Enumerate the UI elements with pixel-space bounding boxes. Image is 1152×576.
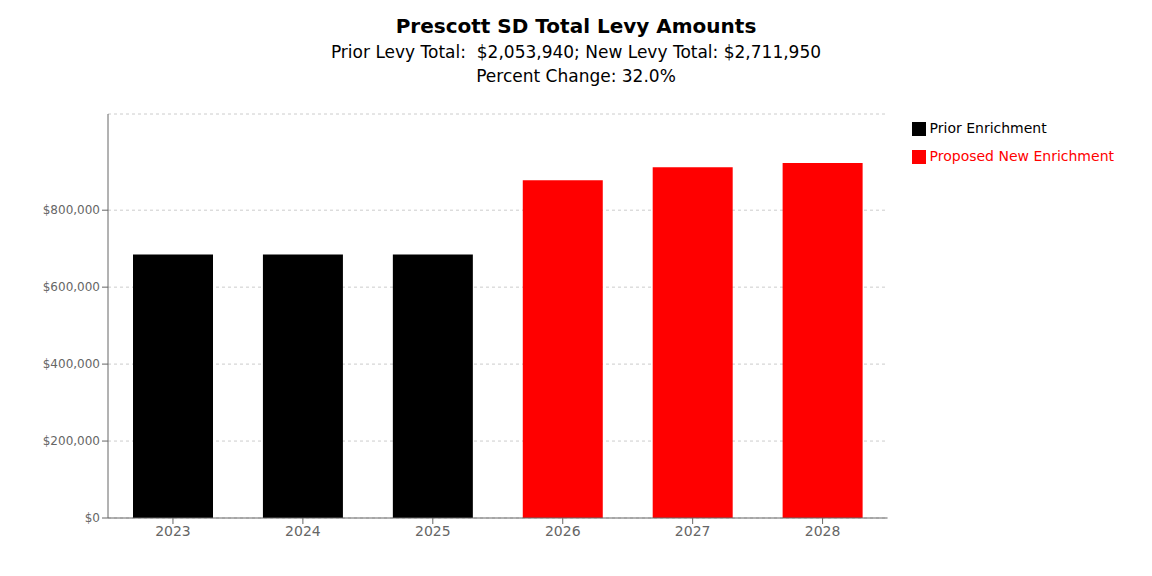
svg-text:$600,000: $600,000 bbox=[43, 280, 100, 294]
html-text:Proposed New Enrichment: Proposed New Enrichment bbox=[929, 148, 1114, 164]
svg-text:2026: 2026 bbox=[545, 523, 581, 539]
svg-text:$0: $0 bbox=[85, 511, 100, 525]
html-text:Prior Levy Total: $2,053,940;: Prior Levy Total: $2,053,940; New Levy T… bbox=[330, 42, 822, 62]
svg-text:2027: 2027 bbox=[675, 523, 711, 539]
svg-text:$800,000: $800,000 bbox=[43, 203, 100, 217]
svg-text:2023: 2023 bbox=[155, 523, 191, 539]
svg-text:$200,000: $200,000 bbox=[43, 434, 100, 448]
html-text:Prior Enrichment: Prior Enrichment bbox=[929, 120, 1047, 136]
svg-text:$400,000: $400,000 bbox=[43, 357, 100, 371]
svg-text:2028: 2028 bbox=[805, 523, 841, 539]
html-text:Percent Change: 32.0%: Percent Change: 32.0% bbox=[476, 66, 676, 86]
html-text:Prescott SD Total Levy Amounts: Prescott SD Total Levy Amounts bbox=[395, 14, 757, 38]
svg-text:2024: 2024 bbox=[285, 523, 321, 539]
svg-text:2025: 2025 bbox=[415, 523, 451, 539]
